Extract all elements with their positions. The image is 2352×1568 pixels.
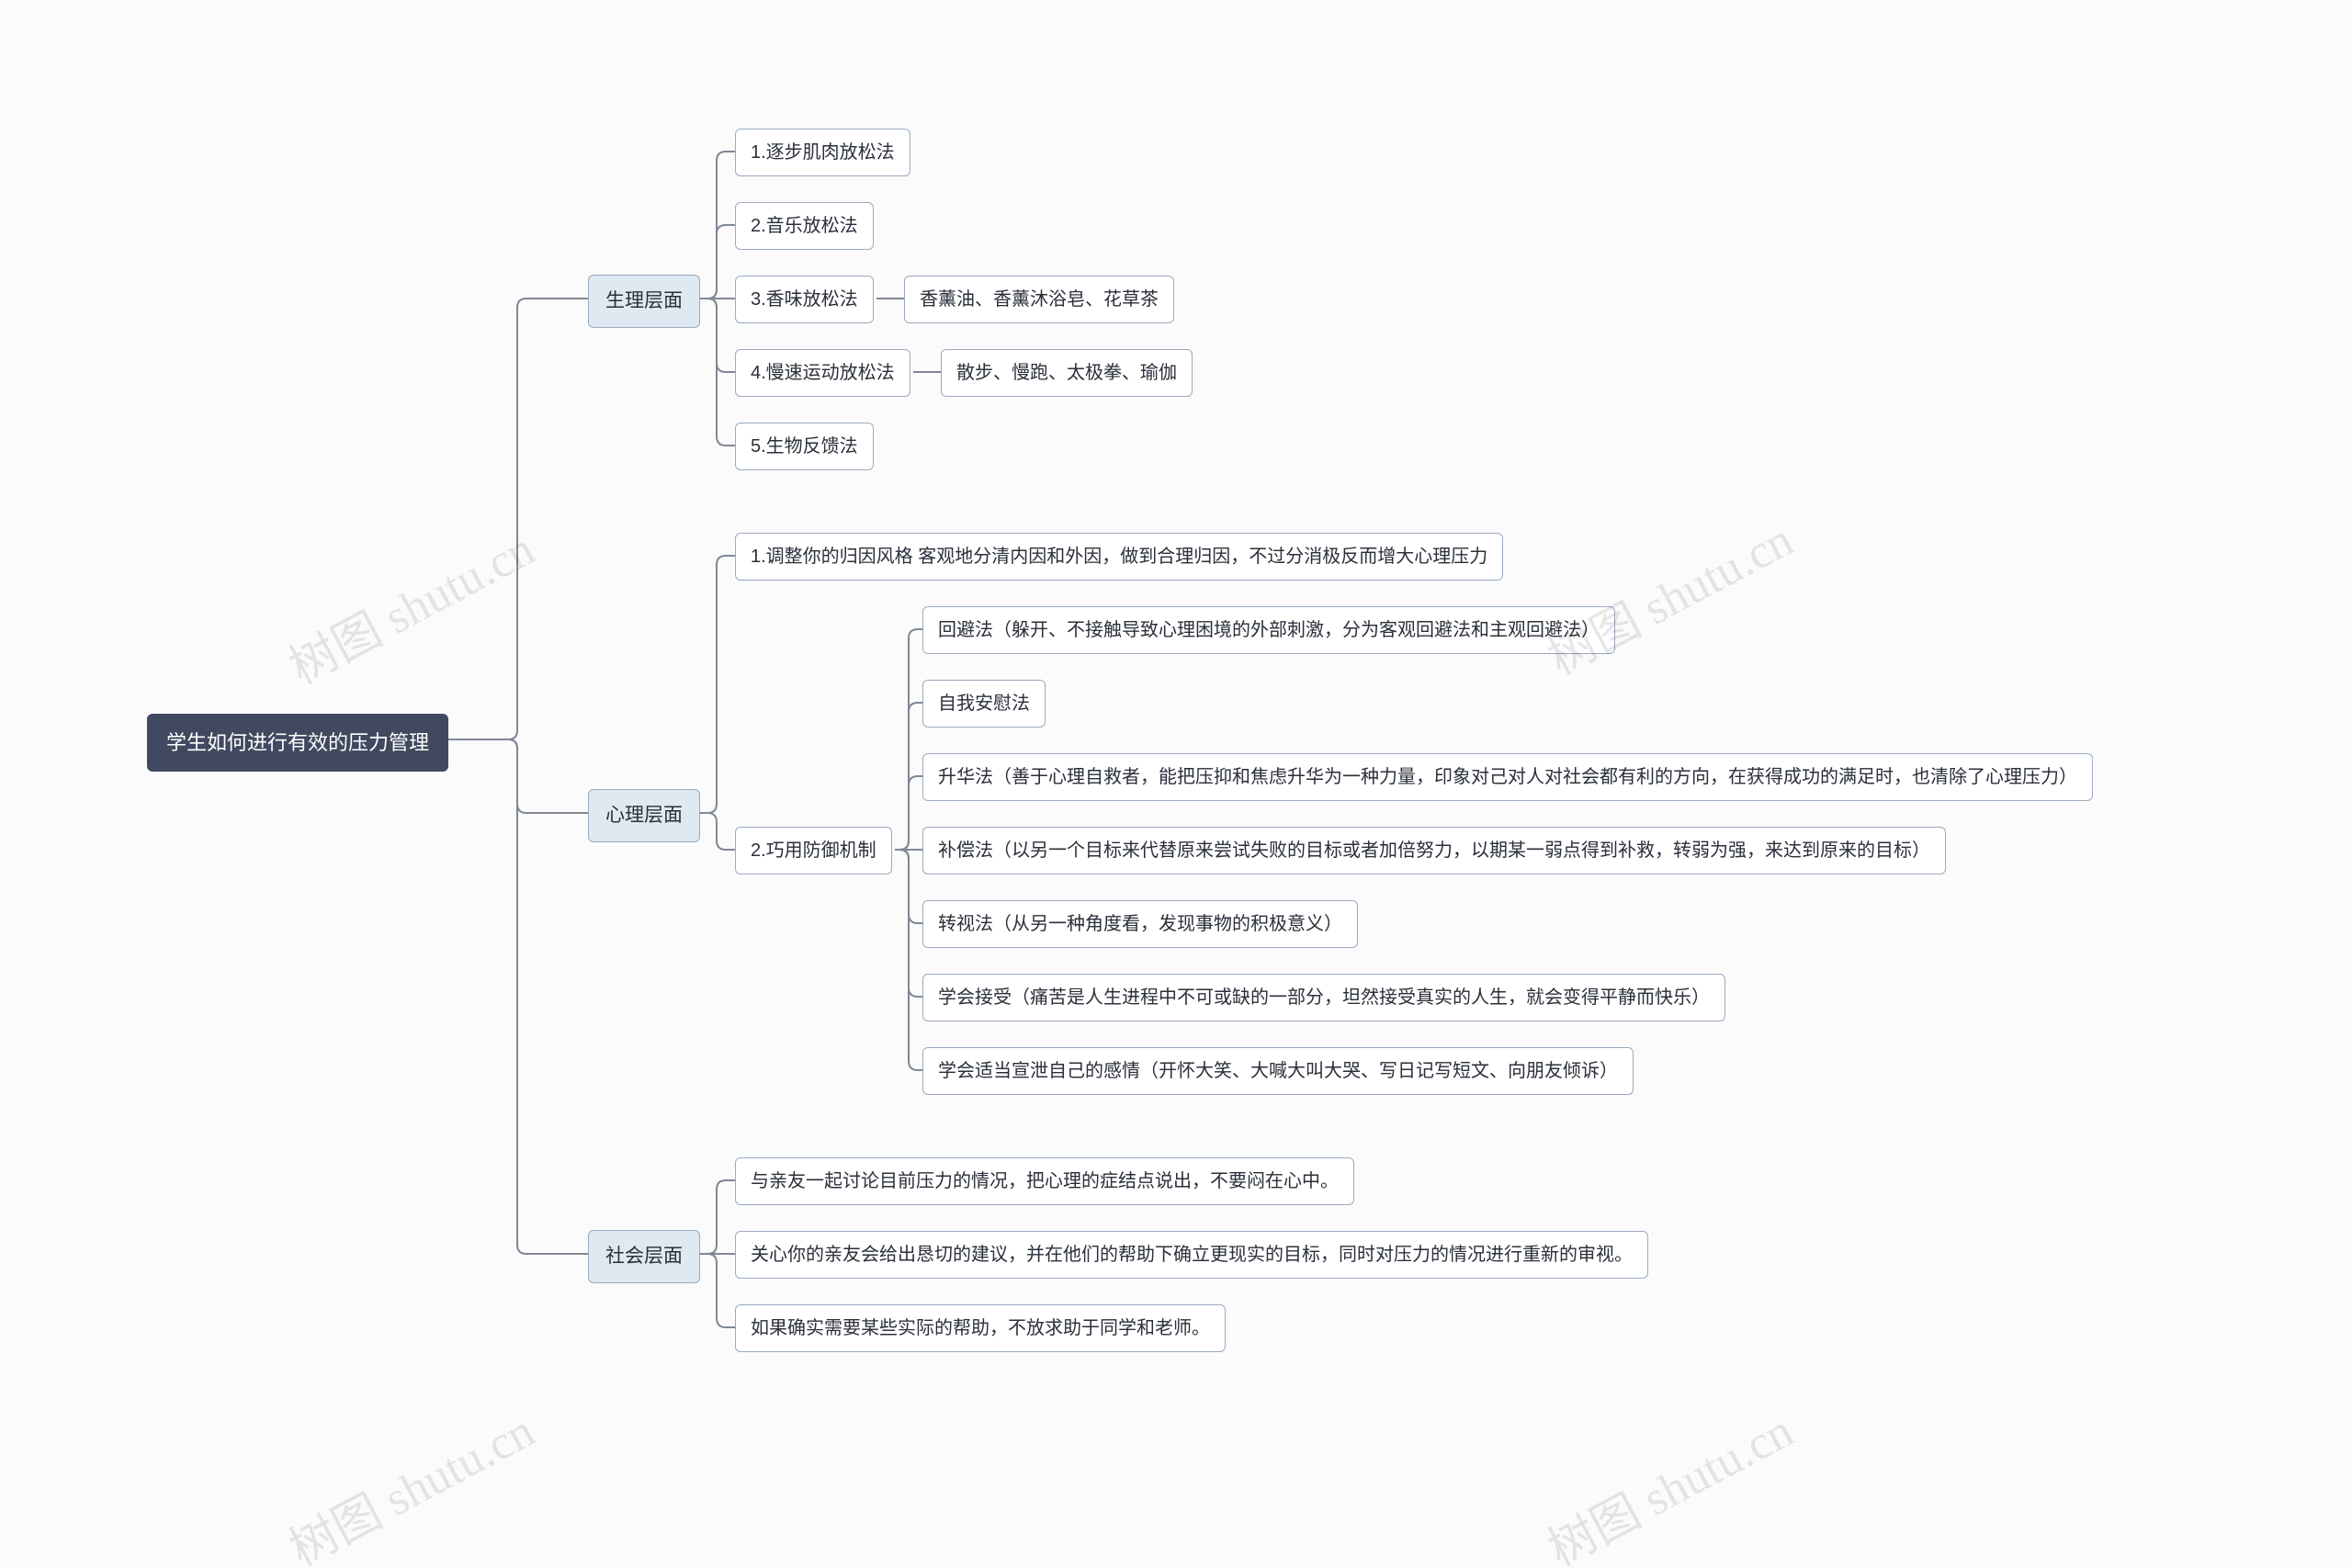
- watermark: 树图 shutu.cn: [275, 511, 544, 697]
- leaf-node: 如果确实需要某些实际的帮助，不放求助于同学和老师。: [735, 1304, 1226, 1352]
- branch-node: 心理层面: [588, 789, 700, 842]
- leaf-node: 学会接受（痛苦是人生进程中不可或缺的一部分，坦然接受真实的人生，就会变得平静而快…: [922, 974, 1725, 1021]
- leaf-node: 升华法（善于心理自救者，能把压抑和焦虑升华为一种力量，印象对己对人对社会都有利的…: [922, 753, 2093, 801]
- leaf-node: 回避法（躲开、不接触导致心理困境的外部刺激，分为客观回避法和主观回避法）: [922, 606, 1615, 654]
- watermark: 树图 shutu.cn: [1533, 1393, 1803, 1568]
- leaf-node: 2.音乐放松法: [735, 202, 874, 250]
- leaf-node: 3.香味放松法: [735, 276, 874, 323]
- leaf-node: 5.生物反馈法: [735, 423, 874, 470]
- branch-node: 社会层面: [588, 1230, 700, 1283]
- leaf-node: 关心你的亲友会给出恳切的建议，并在他们的帮助下确立更现实的目标，同时对压力的情况…: [735, 1231, 1648, 1279]
- leaf-node: 学会适当宣泄自己的感情（开怀大笑、大喊大叫大哭、写日记写短文、向朋友倾诉）: [922, 1047, 1634, 1095]
- leaf-node: 补偿法（以另一个目标来代替原来尝试失败的目标或者加倍努力，以期某一弱点得到补救，…: [922, 827, 1946, 874]
- leaf-node: 2.巧用防御机制: [735, 827, 892, 874]
- branch-node: 生理层面: [588, 275, 700, 328]
- leaf-node: 1.调整你的归因风格 客观地分清内因和外因，做到合理归因，不过分消极反而增大心理…: [735, 533, 1503, 581]
- leaf-node: 1.逐步肌肉放松法: [735, 129, 910, 176]
- mindmap-canvas: 学生如何进行有效的压力管理 生理层面 1.逐步肌肉放松法 2.音乐放松法 3.香味放松法…: [0, 0, 2352, 1568]
- leaf-node: 4.慢速运动放松法: [735, 349, 910, 397]
- leaf-node: 自我安慰法: [922, 680, 1046, 728]
- watermark: 树图 shutu.cn: [1533, 502, 1803, 688]
- leaf-node: 香薰油、香薰沐浴皂、花草茶: [904, 276, 1174, 323]
- root-node: 学生如何进行有效的压力管理: [147, 714, 448, 772]
- watermark: 树图 shutu.cn: [275, 1393, 544, 1568]
- leaf-node: 散步、慢跑、太极拳、瑜伽: [941, 349, 1193, 397]
- leaf-node: 与亲友一起讨论目前压力的情况，把心理的症结点说出，不要闷在心中。: [735, 1157, 1354, 1205]
- leaf-node: 转视法（从另一种角度看，发现事物的积极意义）: [922, 900, 1358, 948]
